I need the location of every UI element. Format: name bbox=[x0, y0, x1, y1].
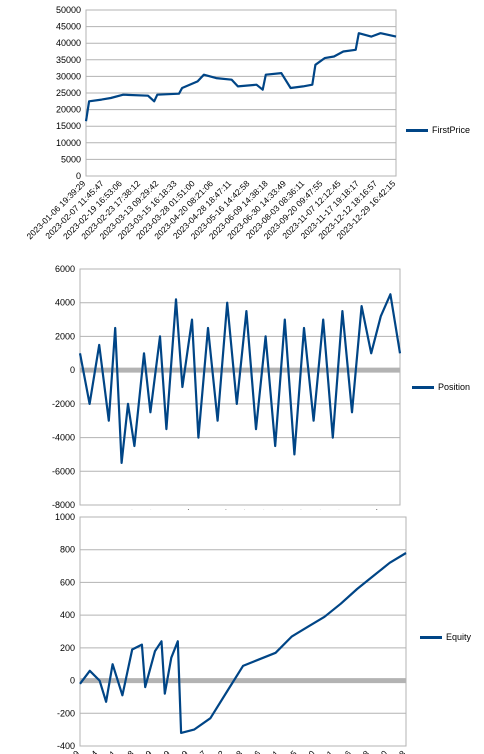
position-ytick-label: -4000 bbox=[52, 433, 75, 443]
firstprice-ytick-label: 15000 bbox=[56, 121, 81, 131]
firstprice-chart: 0 5000 10000 15000 20000 25000 30000 35000 40000… bbox=[0, 0, 484, 258]
position-ytick-label: -2000 bbox=[52, 399, 75, 409]
equity-legend: Equity bbox=[420, 632, 471, 642]
firstprice-ytick-label: 20000 bbox=[56, 105, 81, 115]
position-ytick-label: 2000 bbox=[55, 331, 75, 341]
firstprice-ytick-label: 35000 bbox=[56, 55, 81, 65]
position-ytick-label: 4000 bbox=[55, 298, 75, 308]
equity-ytick-label: -400 bbox=[57, 741, 75, 751]
position-ytick-label: -6000 bbox=[52, 466, 75, 476]
firstprice-legend: FirstPrice bbox=[406, 125, 470, 135]
equity-ytick-label: 200 bbox=[60, 643, 75, 653]
firstprice-ytick-label: 40000 bbox=[56, 38, 81, 48]
firstprice-series-line bbox=[84, 32, 397, 122]
firstprice-legend-label: FirstPrice bbox=[432, 125, 470, 135]
position-ytick-label: 6000 bbox=[55, 264, 75, 274]
equity-plot: -400-200020040060080010002023-01-06 19:3… bbox=[19, 512, 408, 754]
equity-ytick-label: 800 bbox=[60, 545, 75, 555]
firstprice-ytick-label: 30000 bbox=[56, 71, 81, 81]
firstprice-plot: 0 5000 10000 15000 20000 25000 30000 35000 40000… bbox=[25, 5, 398, 241]
equity-ytick-label: 1000 bbox=[55, 512, 75, 522]
equity-legend-label: Equity bbox=[446, 632, 472, 642]
position-legend-label: Position bbox=[438, 382, 471, 392]
position-ytick-label: -8000 bbox=[52, 500, 75, 510]
firstprice-ytick-label: 0 bbox=[76, 171, 81, 181]
equity-series-line bbox=[79, 552, 407, 734]
position-series-line bbox=[78, 293, 402, 464]
equity-ytick-label: 400 bbox=[60, 610, 75, 620]
position-plot: -8000-6000-4000-200002000400060002023-01… bbox=[19, 264, 402, 510]
equity-legend-swatch bbox=[420, 635, 442, 639]
position-ytick-label: 0 bbox=[70, 365, 75, 375]
equity-chart: -400-200020040060080010002023-01-06 19:3… bbox=[0, 510, 484, 754]
position-legend-swatch bbox=[412, 385, 434, 389]
firstprice-ytick-label: 25000 bbox=[56, 88, 81, 98]
equity-plot-frame bbox=[79, 516, 407, 747]
position-chart: -8000-6000-4000-200002000400060002023-01… bbox=[0, 258, 484, 510]
firstprice-ytick-label: 45000 bbox=[56, 22, 81, 32]
firstprice-plot-frame bbox=[85, 9, 397, 177]
equity-ytick-label: -200 bbox=[57, 708, 75, 718]
position-plot-frame bbox=[79, 268, 401, 506]
firstprice-ytick-label: 5000 bbox=[61, 154, 81, 164]
equity-ytick-label: 600 bbox=[60, 577, 75, 587]
equity-ytick-label: 0 bbox=[70, 676, 75, 686]
firstprice-ytick-label: 50000 bbox=[56, 5, 81, 15]
firstprice-ytick-label: 10000 bbox=[56, 138, 81, 148]
position-legend: Position bbox=[412, 382, 470, 392]
firstprice-legend-swatch bbox=[406, 128, 428, 132]
